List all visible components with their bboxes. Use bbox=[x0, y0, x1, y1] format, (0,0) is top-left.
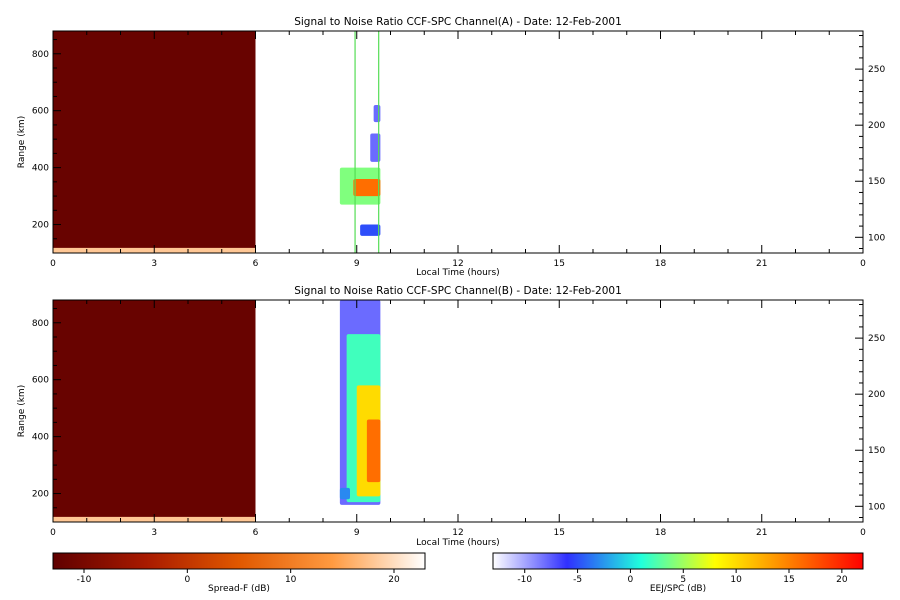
x-tick-label: 15 bbox=[554, 528, 565, 538]
y-tick-label: 400 bbox=[32, 433, 49, 443]
right-y-tick-label: 150 bbox=[868, 446, 885, 456]
panel-a-plot-area bbox=[53, 31, 381, 253]
colorbar-tick-label: 20 bbox=[836, 575, 848, 585]
panel-a-x-label: Local Time (hours) bbox=[416, 268, 499, 278]
colorbar-tick-label: -5 bbox=[573, 575, 582, 585]
colorbar-tick-label: 5 bbox=[680, 575, 686, 585]
echo-region-4 bbox=[339, 487, 350, 500]
colorbar-tick-label: 10 bbox=[285, 575, 297, 585]
colorbar-spread-f-ticks: -10 0 10 20 bbox=[77, 569, 400, 585]
y-tick-label: 800 bbox=[32, 50, 49, 60]
echo-region-4 bbox=[360, 224, 381, 236]
x-tick-label: 12 bbox=[452, 528, 463, 538]
y-tick-label: 600 bbox=[32, 107, 49, 117]
right-y-tick-label: 250 bbox=[868, 334, 885, 344]
colorbar-tick-label: 20 bbox=[388, 575, 400, 585]
x-tick-label: 6 bbox=[253, 528, 259, 538]
x-tick-label: 0 bbox=[860, 259, 866, 269]
x-tick-label: 9 bbox=[354, 259, 360, 269]
x-tick-label: 6 bbox=[253, 259, 259, 269]
panel-b-y-ticks: 200 400 600 800 bbox=[32, 308, 61, 523]
colorbar-spread-f-label: Spread-F (dB) bbox=[208, 584, 270, 594]
panel-b-y-label: Range (km) bbox=[17, 385, 27, 437]
right-y-tick-label: 100 bbox=[868, 233, 885, 243]
colorbar-eej-spc-ticks: -10 -5 0 5 10 15 20 bbox=[517, 569, 848, 585]
x-tick-label: 0 bbox=[860, 528, 866, 538]
echo-region-3 bbox=[373, 105, 381, 123]
colorbar-tick-label: 0 bbox=[184, 575, 190, 585]
echo-region-1 bbox=[353, 179, 381, 197]
spread-f-region-0 bbox=[53, 31, 256, 253]
right-y-tick-label: 250 bbox=[868, 65, 885, 75]
panel-b-right-y-ticks: 100 150 200 250 bbox=[855, 303, 885, 519]
x-tick-label: 9 bbox=[354, 528, 360, 538]
panel-a-right-y-ticks: 100 150 200 250 bbox=[855, 34, 885, 250]
x-tick-label: 18 bbox=[655, 259, 667, 269]
colorbar-tick-label: 15 bbox=[783, 575, 794, 585]
colorbar-eej-spc-gradient bbox=[492, 552, 864, 570]
x-tick-label: 0 bbox=[50, 528, 56, 538]
panel-channel-a: Signal to Noise Ratio CCF-SPC Channel(A)… bbox=[17, 16, 885, 278]
panel-channel-b: Signal to Noise Ratio CCF-SPC Channel(B)… bbox=[17, 285, 885, 548]
x-tick-label: 18 bbox=[655, 528, 667, 538]
y-tick-label: 200 bbox=[32, 490, 49, 500]
right-y-tick-label: 200 bbox=[868, 121, 885, 131]
y-tick-label: 800 bbox=[32, 319, 49, 329]
panel-a-y-label: Range (km) bbox=[17, 116, 27, 168]
panel-b-plot-area bbox=[53, 300, 381, 522]
panel-a-y-ticks: 200 400 600 800 bbox=[32, 39, 61, 254]
y-tick-label: 200 bbox=[32, 221, 49, 231]
x-tick-label: 0 bbox=[50, 259, 56, 269]
colorbar-tick-label: -10 bbox=[517, 575, 532, 585]
x-tick-label: 21 bbox=[756, 528, 767, 538]
right-y-tick-label: 200 bbox=[868, 390, 885, 400]
colorbar-spread-f: -10 0 10 20 Spread-F (dB) bbox=[52, 552, 426, 594]
x-tick-label: 3 bbox=[151, 528, 157, 538]
right-y-tick-label: 100 bbox=[868, 502, 885, 512]
right-y-tick-label: 150 bbox=[868, 177, 885, 187]
panel-b-x-label: Local Time (hours) bbox=[416, 538, 499, 548]
panel-a-x-ticks: 0 3 6 9 12 15 18 21 0 bbox=[50, 31, 866, 269]
y-tick-label: 400 bbox=[32, 164, 49, 174]
colorbar-tick-label: 0 bbox=[628, 575, 634, 585]
colorbar-eej-spc-label: EEJ/SPC (dB) bbox=[650, 584, 706, 594]
colorbar-tick-label: 10 bbox=[730, 575, 742, 585]
colorbar-tick-label: -10 bbox=[77, 575, 92, 585]
panel-b-title: Signal to Noise Ratio CCF-SPC Channel(B)… bbox=[294, 285, 622, 297]
colorbar-spread-f-gradient bbox=[52, 552, 426, 570]
echo-region-3 bbox=[366, 419, 381, 483]
x-tick-label: 12 bbox=[452, 259, 463, 269]
x-tick-label: 3 bbox=[151, 259, 157, 269]
panel-a-title: Signal to Noise Ratio CCF-SPC Channel(A)… bbox=[294, 16, 622, 28]
panel-b-x-ticks: 0 3 6 9 12 15 18 21 0 bbox=[50, 300, 866, 538]
echo-region-2 bbox=[370, 133, 381, 162]
colorbar-eej-spc: -10 -5 0 5 10 15 20 EEJ/SPC (dB) bbox=[492, 552, 864, 594]
x-tick-label: 21 bbox=[756, 259, 767, 269]
x-tick-label: 15 bbox=[554, 259, 565, 269]
y-tick-label: 600 bbox=[32, 376, 49, 386]
spread-f-region-0 bbox=[53, 300, 256, 522]
